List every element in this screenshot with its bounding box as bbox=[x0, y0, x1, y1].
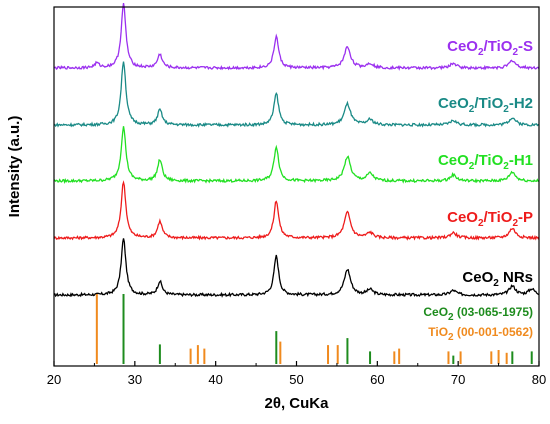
series-label: CeO2 NRs bbox=[462, 269, 533, 289]
y-axis-title: Intensity (a.u.) bbox=[6, 116, 23, 218]
series-label: CeO2/TiO2-S bbox=[447, 38, 533, 58]
diffraction-curve bbox=[53, 126, 540, 185]
x-tick-label: 40 bbox=[208, 372, 222, 387]
x-tick-label: 20 bbox=[47, 372, 61, 387]
diffraction-series-layer bbox=[53, 3, 540, 298]
series-label: CeO2/TiO2-H1 bbox=[438, 152, 533, 172]
x-axis-title: 2θ, CuKa bbox=[265, 395, 330, 412]
series-label: CeO2/TiO2-H2 bbox=[438, 95, 533, 115]
diffraction-curve bbox=[53, 238, 540, 298]
x-tick-label: 50 bbox=[289, 372, 303, 387]
x-tick-label: 60 bbox=[370, 372, 384, 387]
x-axis-ticks: 20 30 40 50 60 70 80 bbox=[47, 361, 546, 387]
diffraction-curve bbox=[53, 3, 540, 71]
diffraction-curve bbox=[53, 180, 540, 241]
x-tick-label: 80 bbox=[532, 372, 546, 387]
series-labels: CeO2 NRs CeO2/TiO2-P CeO2/TiO2-H1 CeO2/TiO2… bbox=[423, 38, 533, 343]
x-tick-label: 70 bbox=[451, 372, 465, 387]
reference-label: TiO2 (00-001-0562) bbox=[428, 325, 533, 343]
reference-pattern-layer bbox=[95, 294, 533, 364]
series-label: CeO2/TiO2-P bbox=[447, 209, 533, 229]
reference-label: CeO2 (03-065-1975) bbox=[423, 305, 533, 323]
diffraction-curve bbox=[53, 61, 540, 128]
x-tick-label: 30 bbox=[128, 372, 142, 387]
